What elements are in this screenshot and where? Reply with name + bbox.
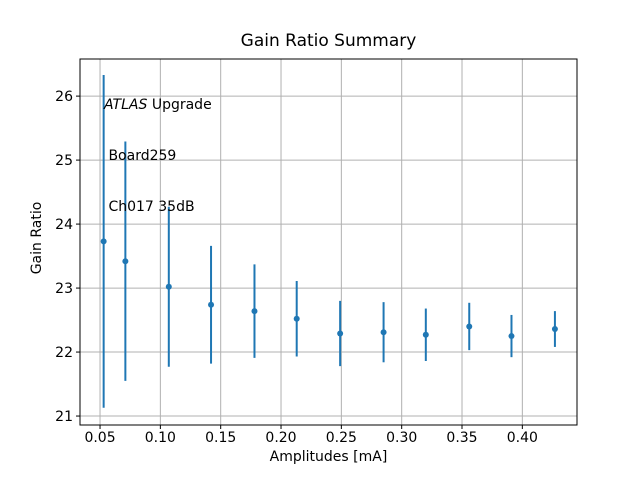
data-point xyxy=(380,329,387,336)
plot-border xyxy=(79,58,578,426)
y-tick-label: 22 xyxy=(55,345,73,361)
data-point xyxy=(551,326,558,333)
x-tick-label: 0.35 xyxy=(446,430,477,446)
data-point xyxy=(251,308,258,315)
data-point xyxy=(165,283,172,290)
y-tick-label: 23 xyxy=(55,281,73,297)
x-tick-label: 0.15 xyxy=(205,430,236,446)
annotation-upgrade: Upgrade xyxy=(147,97,212,113)
data-point xyxy=(208,301,215,308)
x-axis-label: Amplitudes [mA] xyxy=(269,449,388,465)
x-tick-label: 0.20 xyxy=(265,430,296,446)
data-point xyxy=(508,333,515,340)
data-point xyxy=(466,323,473,330)
y-axis-label: Gain Ratio xyxy=(29,201,45,275)
y-tick-label: 25 xyxy=(55,153,73,169)
x-tick-label: 0.30 xyxy=(386,430,417,446)
x-tick-label: 0.40 xyxy=(507,430,538,446)
data-point xyxy=(293,315,300,322)
annotation-line-3: Ch017 35dB xyxy=(104,199,195,215)
y-tick-label: 26 xyxy=(55,89,73,105)
data-point xyxy=(122,258,129,265)
annotation-line-2: Board259 xyxy=(104,148,177,164)
chart-title: Gain Ratio Summary xyxy=(240,31,417,51)
data-point xyxy=(422,331,429,338)
data-point xyxy=(337,330,344,337)
annotation-experiment: ATLAS xyxy=(104,97,148,113)
y-tick-label: 24 xyxy=(55,217,73,233)
x-tick-label: 0.10 xyxy=(145,430,176,446)
y-tick-label: 21 xyxy=(55,409,73,425)
data-point xyxy=(100,238,107,245)
annotation-block: ATLAS Upgrade Board259 Ch017 35dB xyxy=(104,63,212,250)
x-tick-label: 0.05 xyxy=(84,430,115,446)
annotation-line-1: ATLAS Upgrade xyxy=(104,97,212,114)
x-tick-label: 0.25 xyxy=(326,430,357,446)
